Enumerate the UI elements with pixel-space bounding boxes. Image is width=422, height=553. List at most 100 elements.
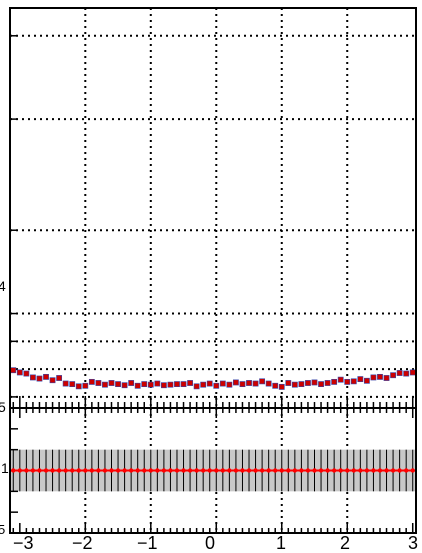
data-point <box>10 367 17 374</box>
main-ticks <box>10 35 414 408</box>
data-point <box>115 381 121 388</box>
ratio-point <box>194 468 199 473</box>
data-point <box>363 377 370 384</box>
data-point <box>167 381 174 388</box>
data-point <box>390 372 396 379</box>
data-point <box>62 380 69 387</box>
ratio-point <box>246 468 252 473</box>
ratio-point <box>50 468 55 473</box>
data-point <box>278 383 285 390</box>
ratio-point <box>286 468 291 473</box>
data-point <box>88 378 95 385</box>
data-point <box>318 381 324 388</box>
ratio-point <box>102 468 108 473</box>
xtick-label: 1 <box>276 533 286 553</box>
ratio-point <box>299 468 304 473</box>
ratio-point <box>325 468 330 473</box>
ratio-point <box>70 468 75 473</box>
data-point <box>108 380 115 386</box>
ratio-point <box>142 468 147 473</box>
ratio-point <box>384 468 389 473</box>
data-point <box>193 383 200 390</box>
data-point <box>252 380 259 387</box>
ratio-point <box>220 468 226 473</box>
main-markers <box>10 367 416 390</box>
ratio-point <box>331 468 337 473</box>
data-point <box>174 381 180 388</box>
ratio-point <box>96 468 101 473</box>
data-point <box>298 381 305 388</box>
ratio-point <box>259 468 265 473</box>
data-point <box>187 380 193 386</box>
data-point <box>350 378 357 385</box>
ratio-point <box>43 468 49 473</box>
xtick-label: −1 <box>137 533 158 553</box>
main-grid <box>10 8 416 408</box>
ratio-point <box>56 468 62 473</box>
ratio-point <box>24 468 29 473</box>
main-frame <box>9 7 417 409</box>
data-point <box>239 381 246 388</box>
ratio-point <box>410 468 415 473</box>
data-point <box>305 380 311 386</box>
xtick-label: 3 <box>408 533 418 553</box>
ratio-point <box>135 468 140 473</box>
ratio-point <box>83 468 88 473</box>
data-point <box>311 379 318 386</box>
ratio-point <box>318 468 324 473</box>
ratio-point <box>207 468 212 473</box>
ratio-point <box>279 468 284 473</box>
data-point <box>30 374 36 381</box>
ratio-point <box>253 468 258 473</box>
ratio-point <box>122 468 127 473</box>
data-point <box>69 381 76 388</box>
data-point <box>49 377 56 384</box>
data-point <box>213 382 220 389</box>
data-point <box>259 378 266 385</box>
ratio-point <box>161 468 167 473</box>
data-point <box>219 380 226 387</box>
ratio-point <box>174 468 180 473</box>
data-point <box>82 382 89 389</box>
data-point <box>233 379 239 386</box>
ratio-frame <box>9 407 417 534</box>
data-point <box>75 383 82 390</box>
ratio-point <box>115 468 121 473</box>
data-point <box>16 369 23 376</box>
data-point <box>95 380 102 386</box>
ratio-point <box>76 468 81 473</box>
ratio-point <box>30 468 36 473</box>
data-point <box>200 381 207 388</box>
data-point <box>337 376 344 383</box>
ratio-point <box>155 468 160 473</box>
main-ytick-fragment-top: 4 <box>0 278 6 294</box>
ratio-point <box>168 468 173 473</box>
data-point <box>160 382 167 389</box>
ratio-point <box>390 468 396 473</box>
ratio-point <box>227 468 232 473</box>
ratio-ytick-fragment: 5 <box>0 522 5 537</box>
ratio-point <box>148 468 153 473</box>
ratio-point <box>364 468 370 473</box>
ratio-point <box>240 468 245 473</box>
xtick-label: 2 <box>340 533 350 553</box>
ratio-point <box>358 468 363 473</box>
data-point <box>23 370 30 377</box>
data-point <box>56 375 63 381</box>
data-point <box>36 375 43 382</box>
ratio-point <box>63 468 68 473</box>
data-point <box>121 382 128 389</box>
xtick-label: 0 <box>205 533 215 553</box>
ratio-point <box>181 468 186 473</box>
ratio-point <box>266 468 271 473</box>
data-point <box>134 382 141 389</box>
data-point <box>357 376 364 383</box>
ratio-point <box>187 468 193 473</box>
data-point <box>246 380 252 386</box>
data-point <box>154 380 161 387</box>
ratio-point <box>371 468 376 473</box>
data-point <box>403 370 410 377</box>
ratio-point <box>351 468 356 473</box>
ratio-line <box>10 468 416 473</box>
